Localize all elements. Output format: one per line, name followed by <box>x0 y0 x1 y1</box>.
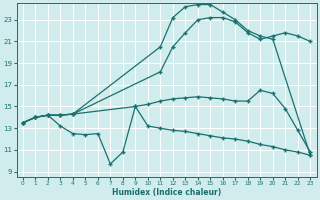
X-axis label: Humidex (Indice chaleur): Humidex (Indice chaleur) <box>112 188 221 197</box>
